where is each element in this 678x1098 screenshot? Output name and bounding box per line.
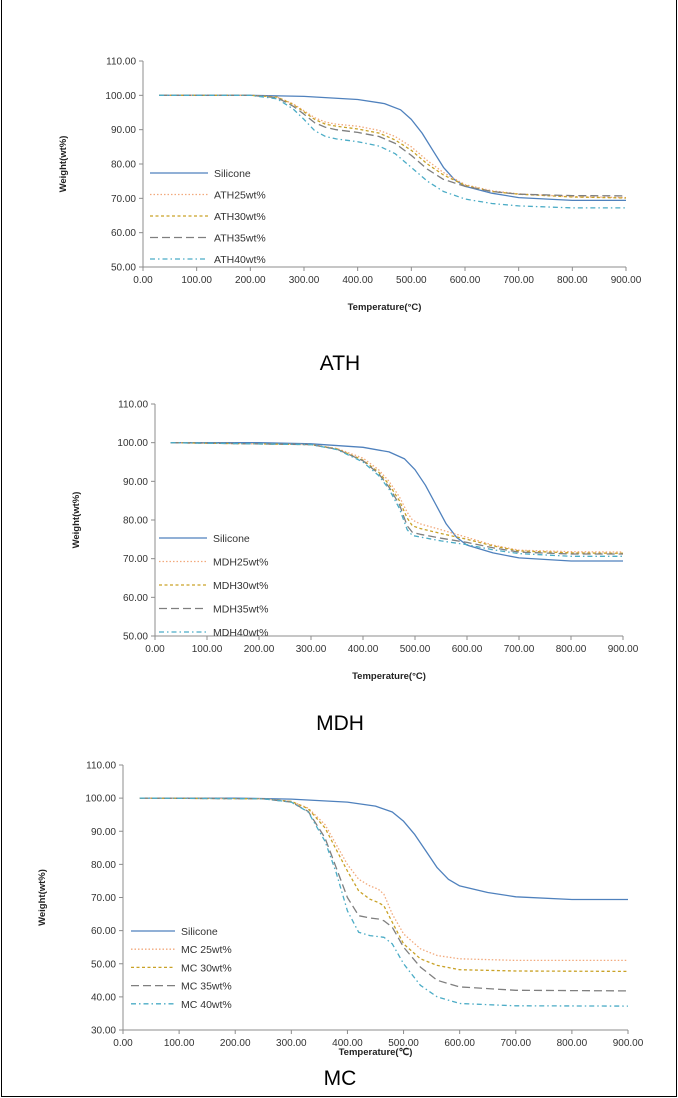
chart2-x-axis-label: Temperature(°C) [352, 671, 426, 682]
chart1-y-axis-label: Weight(wt%) [58, 136, 69, 193]
chart1-legend-label-2: ATH25wt% [214, 190, 266, 202]
chart1-series-line-3 [159, 94, 627, 199]
chart1-x-tick-label: 400.00 [342, 275, 373, 286]
chart2-legend-label-4: MDH35wt% [213, 604, 268, 616]
chart3-series-line-2 [139, 797, 628, 962]
chart1-x-tick-label: 900.00 [611, 275, 642, 286]
chart2-x-tick-label: 900.00 [608, 644, 639, 655]
chart3-x-axis-label: Temperature(℃) [339, 1047, 413, 1058]
chart3-x-tick-label: 600.00 [444, 1038, 475, 1049]
chart1-legend-label-5: ATH40wt% [214, 254, 266, 266]
chart2-legend-label-2: MDH25wt% [213, 557, 268, 569]
chart3-x-tick-label: 200.00 [220, 1038, 251, 1049]
chart2-y-tick-label: 50.00 [123, 632, 148, 643]
chart1-legend-label-1: Silicone [214, 168, 251, 180]
chart1-x-axis-label: Temperature(°C) [348, 302, 422, 313]
chart2-legend-label-5: MDH40wt% [213, 627, 268, 639]
chart3-legend-label-2: MC 25wt% [181, 944, 232, 956]
chart2-y-tick-label: 90.00 [123, 477, 148, 488]
chart2-x-tick-label: 800.00 [556, 644, 587, 655]
chart2-x-tick-label: 200.00 [244, 644, 275, 655]
chart2-legend-label-1: Silicone [213, 533, 250, 545]
chart2-y-axis-label: Weight(wt%) [71, 492, 82, 549]
chart2-y-tick-label: 80.00 [123, 516, 148, 527]
chart1-y-tick-label: 90.00 [111, 125, 136, 136]
chart2-x-tick-label: 300.00 [296, 644, 327, 655]
chart3-y-tick-label: 50.00 [91, 959, 116, 970]
chart3-x-tick-label: 900.00 [613, 1038, 644, 1049]
chart1-x-tick-label: 200.00 [235, 275, 266, 286]
chart1-y-tick-label: 110.00 [106, 57, 136, 68]
chart1-series-line-1 [159, 94, 626, 202]
chart1-y-tick-label: 60.00 [111, 228, 136, 239]
chart1-x-tick-label: 300.00 [289, 275, 320, 286]
chart3-legend-label-5: MC 40wt% [181, 999, 232, 1011]
chart1-x-tick-label: 600.00 [450, 275, 481, 286]
chart3-y-tick-label: 30.00 [91, 1026, 116, 1037]
chart2-x-tick-label: 500.00 [400, 644, 431, 655]
chart3-y-tick-label: 70.00 [91, 893, 116, 904]
chart2-y-tick-label: 100.00 [117, 438, 148, 449]
chart3-legend-label-1: Silicone [181, 926, 218, 938]
chart3-legend-label-3: MC 30wt% [181, 962, 232, 974]
chart2-caption: MDH [316, 712, 364, 735]
chart2-x-tick-label: 0.00 [145, 644, 165, 655]
chart2-x-tick-label: 100.00 [192, 644, 223, 655]
chart3-x-tick-label: 100.00 [164, 1038, 195, 1049]
chart2-y-tick-label: 60.00 [123, 593, 148, 604]
chart3-y-axis-label: Weight(wt%) [37, 869, 48, 926]
chart3-legend-label-4: MC 35wt% [181, 981, 232, 993]
chart1-series-line-5 [159, 94, 626, 209]
chart2-legend-label-3: MDH30wt% [213, 580, 268, 592]
chart1-x-tick-label: 500.00 [396, 275, 427, 286]
chart3-caption: MC [324, 1067, 357, 1090]
chart1-y-tick-label: 100.00 [105, 91, 136, 102]
chart1-series-line-2 [159, 94, 627, 199]
chart3-y-tick-label: 80.00 [91, 860, 116, 871]
chart1-y-tick-label: 50.00 [111, 263, 136, 274]
chart1-legend-label-3: ATH30wt% [214, 211, 266, 223]
chart3-x-tick-label: 700.00 [500, 1038, 531, 1049]
chart3-x-tick-label: 300.00 [276, 1038, 307, 1049]
chart1-caption: ATH [320, 352, 360, 375]
chart1-x-tick-label: 800.00 [557, 275, 588, 286]
chart3-series-line-3 [139, 797, 629, 973]
chart3-y-tick-label: 90.00 [91, 827, 116, 838]
chart1-legend-label-4: ATH35wt% [214, 233, 266, 245]
chart2-series-line-4 [170, 442, 623, 555]
chart2-x-tick-label: 400.00 [348, 644, 379, 655]
chart3-y-tick-label: 100.00 [85, 794, 116, 805]
chart2-y-tick-label: 70.00 [123, 554, 148, 565]
chart3-y-tick-label: 110.00 [86, 761, 116, 772]
chart1-x-tick-label: 100.00 [181, 275, 212, 286]
chart3-series-line-1 [139, 797, 628, 901]
chart3-y-tick-label: 40.00 [91, 992, 116, 1003]
chart2-series-line-2 [170, 442, 624, 553]
chart3-y-tick-label: 60.00 [91, 926, 116, 937]
chart3-x-tick-label: 0.00 [113, 1038, 133, 1049]
chart1-y-tick-label: 70.00 [111, 194, 136, 205]
chart3-x-tick-label: 400.00 [332, 1038, 363, 1049]
chart3-x-tick-label: 500.00 [388, 1038, 419, 1049]
chart2-series-line-1 [170, 442, 623, 562]
chart1-x-tick-label: 700.00 [503, 275, 534, 286]
chart1-series-line-4 [159, 94, 627, 197]
chart3-series-line-4 [139, 797, 629, 992]
chart2-x-tick-label: 600.00 [452, 644, 483, 655]
chart3-series-line-5 [139, 797, 629, 1007]
chart2-series-line-3 [170, 442, 624, 554]
chart2-x-tick-label: 700.00 [504, 644, 535, 655]
chart1-y-tick-label: 80.00 [111, 160, 136, 171]
chart2-y-tick-label: 110.00 [118, 400, 148, 411]
chart3-x-tick-label: 800.00 [557, 1038, 588, 1049]
chart1-x-tick-label: 0.00 [133, 275, 153, 286]
